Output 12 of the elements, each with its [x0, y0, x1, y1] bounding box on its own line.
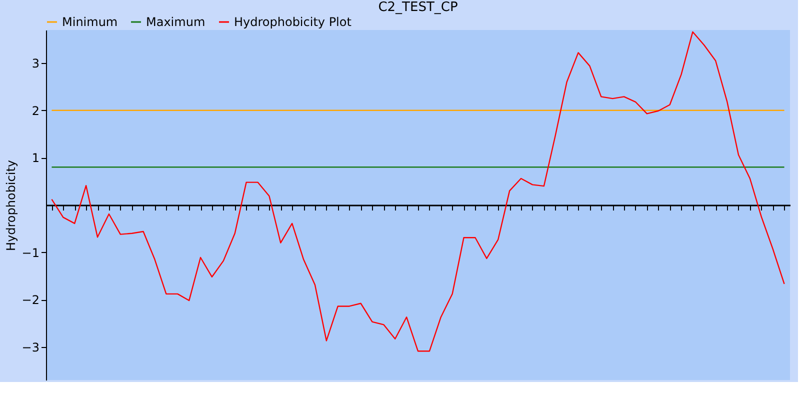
y-tick-label: −2 [22, 293, 40, 308]
legend-label: Maximum [146, 15, 206, 29]
legend-label: Minimum [62, 15, 118, 29]
y-tick-label: 3 [32, 56, 40, 71]
y-tick-label: −1 [22, 246, 40, 260]
y-tick-label: −3 [22, 340, 40, 354]
chart-title: C2_TEST_CP [378, 0, 458, 15]
line-series [51, 31, 785, 352]
y-axis-title: Hydrophobicity [4, 160, 18, 252]
y-tick-label: 1 [32, 151, 40, 166]
y-tick-label: 2 [32, 104, 40, 118]
legend-label: Hydrophobicity Plot [234, 15, 352, 29]
